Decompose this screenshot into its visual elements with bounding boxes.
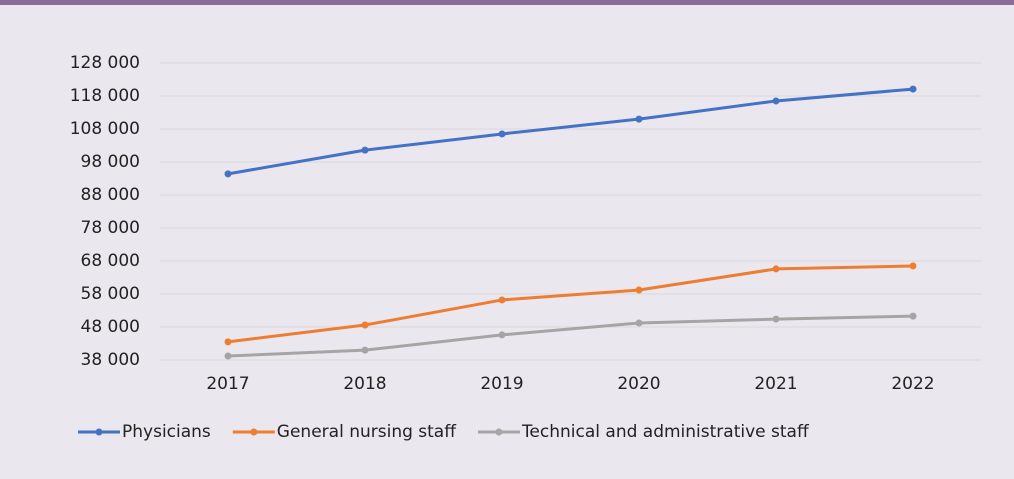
- y-tick-label: 78 000: [81, 218, 140, 238]
- y-tick-label: 68 000: [81, 251, 140, 271]
- data-point: [361, 321, 369, 329]
- data-point: [498, 130, 506, 138]
- y-tick-label: 88 000: [81, 185, 140, 205]
- y-tick-label: 108 000: [70, 119, 140, 139]
- data-point: [224, 170, 232, 178]
- data-point: [909, 262, 917, 270]
- x-tick-label: 2019: [480, 374, 523, 394]
- data-point: [224, 352, 232, 360]
- series-line: [227, 314, 914, 358]
- y-tick-label: 128 000: [70, 53, 140, 73]
- data-point: [498, 296, 506, 304]
- data-point: [909, 312, 917, 320]
- x-tick-label: 2020: [617, 374, 660, 394]
- series-line: [227, 264, 914, 344]
- y-tick-label: 48 000: [81, 317, 140, 337]
- top-bar: [0, 0, 1014, 5]
- data-point: [635, 286, 643, 294]
- legend-label: General nursing staff: [277, 422, 457, 442]
- y-tick-label: 38 000: [81, 350, 140, 370]
- legend-marker: [250, 428, 258, 436]
- legend-marker: [495, 428, 503, 436]
- y-tick-label: 58 000: [81, 284, 140, 304]
- data-point: [772, 315, 780, 323]
- data-point: [772, 265, 780, 273]
- data-point: [224, 338, 232, 346]
- data-point: [635, 319, 643, 327]
- x-tick-label: 2022: [891, 374, 934, 394]
- data-point: [498, 331, 506, 339]
- x-tick-label: 2017: [206, 374, 249, 394]
- data-point: [772, 97, 780, 105]
- legend-label: Physicians: [122, 422, 211, 442]
- data-point: [635, 115, 643, 123]
- series-line: [227, 87, 914, 176]
- legend-label: Technical and administrative staff: [521, 422, 810, 442]
- y-tick-label: 98 000: [81, 152, 140, 172]
- legend-marker: [95, 428, 103, 436]
- x-tick-label: 2018: [343, 374, 386, 394]
- data-point: [361, 346, 369, 354]
- y-tick-label: 118 000: [70, 86, 140, 106]
- data-point: [361, 146, 369, 154]
- x-tick-label: 2021: [754, 374, 797, 394]
- data-point: [909, 85, 917, 93]
